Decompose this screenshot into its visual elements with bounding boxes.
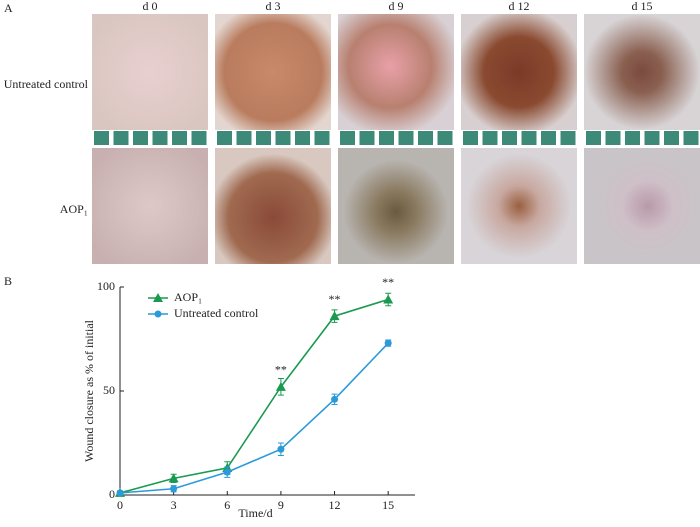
- strip-block: [236, 131, 252, 145]
- x-tick-label: 15: [382, 498, 394, 512]
- strip-block: [314, 131, 330, 145]
- strip-block: [586, 131, 601, 145]
- strip-block: [359, 131, 375, 145]
- x-tick-label: 9: [278, 498, 284, 512]
- x-tick-label: 3: [171, 498, 177, 512]
- strip-block: [172, 131, 187, 145]
- photo: [215, 14, 331, 130]
- strip-block: [217, 131, 232, 145]
- strip-block: [295, 131, 310, 145]
- photo: [461, 14, 577, 130]
- photo: [92, 148, 208, 264]
- y-axis-label: Wound closure as % of initial: [82, 319, 96, 462]
- strip-block: [541, 131, 556, 145]
- panel-label: B: [4, 274, 12, 288]
- strip-block: [379, 131, 394, 145]
- marker: [277, 445, 285, 453]
- marker: [168, 473, 179, 483]
- legend-label: Untreated control: [174, 306, 259, 320]
- column-label: d 15: [632, 0, 653, 13]
- significance: **: [275, 363, 287, 377]
- marker: [170, 485, 178, 493]
- strip-block: [437, 131, 453, 145]
- column-label: d 12: [509, 0, 530, 13]
- strip-block: [133, 131, 148, 145]
- strip-block: [256, 131, 271, 145]
- x-tick-label: 12: [329, 498, 341, 512]
- column-label: d 0: [143, 0, 158, 13]
- photo: [338, 14, 454, 130]
- strip-block: [418, 131, 433, 145]
- marker: [384, 339, 392, 347]
- strip-block: [644, 131, 660, 145]
- strip-block: [560, 131, 576, 145]
- photo: [215, 148, 331, 264]
- photo: [92, 14, 208, 130]
- photo: [461, 148, 577, 264]
- separator-strip: [94, 131, 699, 145]
- panel-b: B 0 50 100 0 3 6 9 12 15 Time/d Wound closure as %…: [4, 274, 415, 520]
- strip-block: [275, 131, 291, 145]
- strip-block: [521, 131, 537, 145]
- strip-block: [482, 131, 498, 145]
- photo: [584, 14, 700, 130]
- y-tick-label: 0: [109, 487, 115, 501]
- significance: **: [382, 275, 394, 289]
- strip-block: [625, 131, 640, 145]
- x-tick-label: 6: [224, 498, 230, 512]
- row-label: Untreated control: [4, 77, 89, 91]
- strip-block: [340, 131, 355, 145]
- strip-block: [94, 131, 109, 145]
- significance: **: [329, 292, 341, 306]
- photo-grid: [92, 14, 700, 264]
- legend-label: AOP₁: [174, 290, 202, 304]
- strip-block: [191, 131, 207, 145]
- series-line: [119, 342, 389, 494]
- marker: [153, 293, 163, 302]
- strip-block: [683, 131, 699, 145]
- column-label: d 3: [266, 0, 281, 13]
- column-label: d 9: [389, 0, 404, 13]
- marker: [383, 294, 394, 304]
- marker: [116, 489, 124, 497]
- marker: [275, 381, 286, 391]
- y-tick-label: 50: [103, 383, 115, 397]
- panel-a: A: [4, 1, 700, 264]
- strip-block: [605, 131, 621, 145]
- row-label: AOP₁: [60, 202, 88, 216]
- strip-block: [398, 131, 414, 145]
- photo: [338, 148, 454, 264]
- strip-block: [463, 131, 478, 145]
- panel-label: A: [4, 1, 13, 15]
- marker: [223, 468, 231, 476]
- strip-block: [113, 131, 129, 145]
- marker: [329, 311, 340, 321]
- series-line: [119, 298, 389, 494]
- strip-block: [664, 131, 679, 145]
- y-tick-label: 100: [97, 279, 115, 293]
- x-tick-label: 0: [117, 498, 123, 512]
- strip-block: [502, 131, 517, 145]
- marker: [154, 310, 162, 318]
- x-axis-label: Time/d: [238, 506, 272, 520]
- photo: [584, 148, 700, 264]
- marker: [331, 395, 339, 403]
- strip-block: [152, 131, 168, 145]
